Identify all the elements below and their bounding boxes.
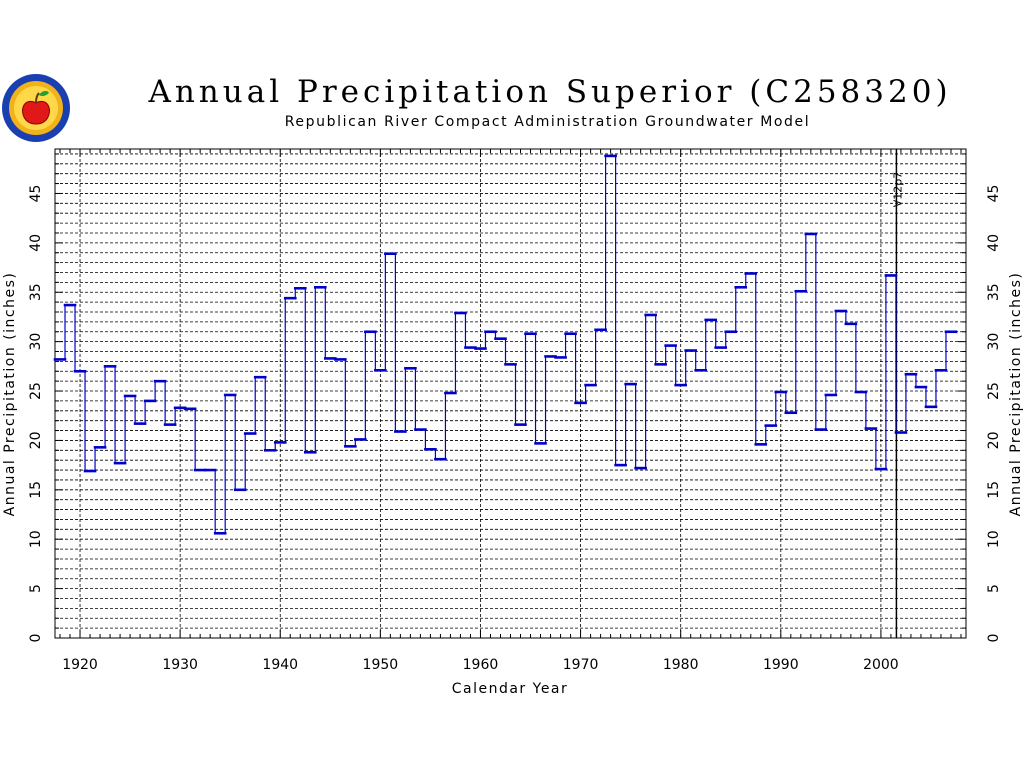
- y-tick-label-right: 10: [986, 530, 1002, 548]
- y-tick-label-right: 20: [986, 432, 1002, 450]
- y-tick-label-right: 45: [986, 185, 1002, 203]
- y-tick-label-left: 35: [28, 283, 44, 301]
- x-tick-label: 1920: [62, 657, 98, 673]
- y-tick-label-right: 25: [986, 382, 1002, 400]
- apple-leaf: [39, 90, 49, 97]
- chart-subtitle: Republican River Compact Administration …: [284, 114, 811, 130]
- y-tick-label-left: 10: [28, 530, 44, 548]
- x-tick-label: 1930: [162, 657, 198, 673]
- y-tick-label-left: 5: [28, 584, 44, 593]
- x-tick-label: 1970: [563, 657, 599, 673]
- x-tick-label: 1940: [262, 657, 298, 673]
- y-tick-label-left: 0: [28, 634, 44, 643]
- y-axis-label-right: Annual Precipitation (inches): [1008, 272, 1024, 517]
- y-tick-label-right: 40: [986, 234, 1002, 252]
- x-tick-label: 1990: [763, 657, 799, 673]
- y-tick-label-left: 45: [28, 185, 44, 203]
- rrca-seal-logo: [2, 74, 70, 142]
- apple-stem: [35, 92, 40, 104]
- y-tick-label-left: 25: [28, 382, 44, 400]
- y-tick-label-right: 0: [986, 634, 1002, 643]
- y-tick-label-right: 5: [986, 584, 1002, 593]
- y-tick-label-right: 15: [986, 481, 1002, 499]
- chart-title: Annual Precipitation Superior (C258320): [148, 74, 952, 110]
- x-axis-label: Calendar Year: [452, 681, 569, 697]
- y-tick-label-left: 15: [28, 481, 44, 499]
- y-tick-label-left: 20: [28, 432, 44, 450]
- y-tick-label-right: 35: [986, 283, 1002, 301]
- y-tick-label-right: 30: [986, 333, 1002, 351]
- y-tick-label-left: 30: [28, 333, 44, 351]
- x-tick-label: 1980: [663, 657, 699, 673]
- annotation-label: V12p7: [891, 172, 904, 208]
- plot-frame: [54, 148, 967, 639]
- y-axis-label-left: Annual Precipitation (inches): [2, 272, 18, 517]
- x-tick-label: 1950: [363, 657, 399, 673]
- x-tick-label: 2000: [863, 657, 899, 673]
- y-tick-label-left: 40: [28, 234, 44, 252]
- x-tick-label: 1960: [463, 657, 499, 673]
